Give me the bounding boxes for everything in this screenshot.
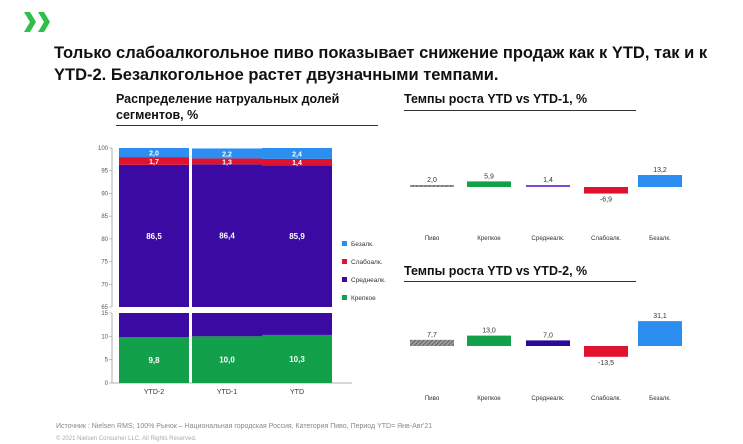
bar <box>584 346 628 357</box>
bar-segment <box>262 148 332 159</box>
y-tick-label: 65 <box>101 305 108 311</box>
x-tick-label: Крепкое <box>477 395 501 402</box>
data-label: 85,9 <box>289 232 305 241</box>
legend-entry: Слабоалк. <box>351 258 383 266</box>
bar <box>410 339 454 346</box>
data-label: 1,7 <box>149 159 159 166</box>
left-chart-subtitle: Распределение натруальных долей сегменто… <box>116 92 340 122</box>
y-tick-label: 95 <box>101 169 108 175</box>
x-tick-label: Безалк. <box>649 235 671 242</box>
legend-entry: Крепкое <box>351 295 376 302</box>
bar-segment <box>119 164 189 307</box>
bar <box>638 175 682 187</box>
y-tick-label: 75 <box>101 260 108 266</box>
x-tick-label: Слабоалк. <box>591 395 621 402</box>
x-tick-label: Слабоалк. <box>591 235 621 242</box>
data-label: 13,2 <box>653 167 667 174</box>
y-tick-label: 85 <box>101 214 108 220</box>
data-label: -6,9 <box>600 197 612 204</box>
bar-segment <box>262 158 332 166</box>
x-tick-label: Безалк. <box>649 395 671 402</box>
data-label: 13,0 <box>482 328 496 335</box>
data-label: 9,8 <box>148 356 160 365</box>
legend-swatch <box>342 277 347 282</box>
data-label: -13,5 <box>598 360 614 367</box>
data-label: 86,4 <box>219 232 235 241</box>
x-tick-label: Крепкое <box>477 235 501 242</box>
y-tick-label: 80 <box>101 237 108 243</box>
x-tick-label: Среднеалк. <box>531 235 564 242</box>
page-title: Только слабоалкогольное пиво показывает … <box>54 44 708 84</box>
bar-segment <box>119 148 189 158</box>
bar-segment <box>119 157 189 165</box>
x-tick-label: YTD <box>290 389 304 396</box>
bar <box>584 187 628 194</box>
copyright-note: © 2021 Nielsen Consumer LLC. All Rights … <box>56 436 197 442</box>
data-label: 31,1 <box>653 313 667 320</box>
y-tick-label: 5 <box>105 358 109 364</box>
bar <box>410 185 454 187</box>
data-label: 1,3 <box>222 159 232 166</box>
data-label: 2,4 <box>292 151 302 158</box>
x-tick-label: Пиво <box>425 395 440 402</box>
data-label: 10,3 <box>289 355 305 364</box>
growth-ytd2-subtitle: Темпы роста YTD vs YTD-2, % <box>404 264 588 278</box>
data-label: 86,5 <box>146 232 162 241</box>
x-tick-label: Пиво <box>425 235 440 242</box>
growth-ytd1-subtitle: Темпы роста YTD vs YTD-1, % <box>404 92 588 106</box>
data-label: 7,7 <box>427 332 437 339</box>
y-tick-label: 70 <box>101 282 108 288</box>
bar-segment <box>192 148 262 159</box>
bar-segment <box>262 334 332 383</box>
legend-swatch <box>342 259 347 264</box>
bar-segment <box>192 158 262 165</box>
x-tick-label: YTD-1 <box>217 389 237 396</box>
legend-swatch <box>342 241 347 246</box>
y-tick-label: 90 <box>101 191 108 197</box>
data-label: 1,4 <box>543 177 553 184</box>
growth-ytd2-chart: 7,7 Пиво 13,0 Крепкое 7,0 Среднеалк. -13,5 Слаб… <box>410 313 682 402</box>
data-label: 7,0 <box>543 332 553 339</box>
brand-logo-icon <box>24 12 50 32</box>
bar-segment <box>119 337 189 383</box>
bar <box>467 181 511 187</box>
y-tick-label: 0 <box>105 381 109 387</box>
bar <box>638 321 682 346</box>
growth-ytd2-divider <box>404 281 636 282</box>
bar <box>526 185 570 187</box>
data-label: 5,9 <box>484 173 494 180</box>
y-tick-label: 100 <box>98 146 109 152</box>
left-subtitle-divider <box>116 125 378 126</box>
x-tick-label: Среднеалк. <box>531 395 564 402</box>
data-label: 2,2 <box>222 151 232 158</box>
data-label: 10,0 <box>219 356 235 365</box>
data-label: 2,0 <box>149 151 159 158</box>
data-label: 1,4 <box>292 160 302 167</box>
x-tick-label: YTD-2 <box>144 389 164 396</box>
legend-swatch <box>342 295 347 300</box>
bar-segment <box>192 336 262 383</box>
bar-segment <box>262 165 332 307</box>
bar-segment <box>119 313 189 338</box>
bar-segment <box>192 313 262 337</box>
y-tick-label: 10 <box>101 334 108 340</box>
legend-entry: Безалк. <box>351 241 374 248</box>
growth-ytd1-divider <box>404 110 636 111</box>
growth-ytd1-chart: 2,0 Пиво 5,9 Крепкое 1,4 Среднеалк. -6,9 Слабоа… <box>410 167 682 242</box>
bar-segment <box>192 164 262 307</box>
bar-segment <box>262 313 332 335</box>
legend-entry: Среднеалк. <box>351 277 386 284</box>
y-tick-label: 15 <box>101 311 108 317</box>
source-note: Источник : Nielsen RMS; 100% Рынок – Нац… <box>56 423 433 430</box>
data-label: 2,0 <box>427 177 437 184</box>
bar <box>526 340 570 346</box>
bar <box>467 335 511 346</box>
